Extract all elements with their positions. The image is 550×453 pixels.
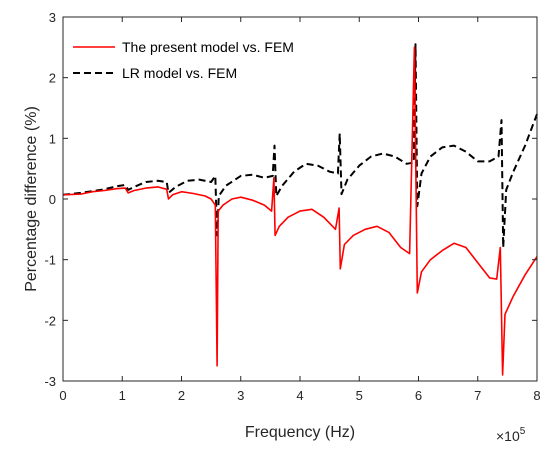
x-tick-label: 4 [296, 388, 303, 403]
x-tick-label: 1 [119, 388, 126, 403]
y-tick-label: -3 [44, 374, 56, 389]
x-axis-exponent-base: ×10 [496, 428, 520, 444]
y-tick-label: -1 [44, 253, 56, 268]
x-tick-label: 5 [356, 388, 363, 403]
y-tick-label: 2 [49, 71, 56, 86]
x-axis-title: Frequency (Hz) [245, 424, 355, 441]
x-tick-label: 6 [415, 388, 422, 403]
y-tick-label: 1 [49, 131, 56, 146]
y-tick-label: 0 [49, 192, 56, 207]
x-tick-label: 2 [178, 388, 185, 403]
x-axis-exponent-power: 5 [520, 426, 526, 437]
legend-label-present-model: The present model vs. FEM [122, 39, 294, 55]
x-tick-label: 8 [533, 388, 540, 403]
x-tick-label: 0 [59, 388, 66, 403]
y-tick-label: 3 [49, 10, 56, 25]
y-tick-label: -2 [44, 313, 56, 328]
x-axis-exponent: ×105 [496, 426, 526, 444]
x-tick-label: 3 [237, 388, 244, 403]
x-tick-label: 7 [474, 388, 481, 403]
legend-label-lr-model: LR model vs. FEM [122, 65, 237, 81]
y-axis-title: Percentage difference (%) [23, 106, 40, 292]
